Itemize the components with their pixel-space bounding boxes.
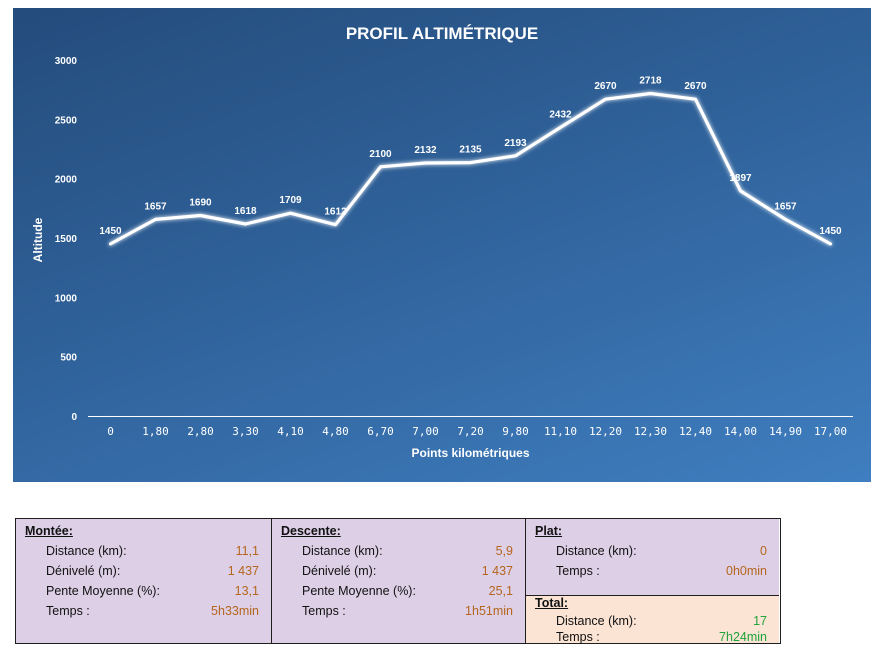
descente-denivele-label: Dénivelé (m): [302, 564, 377, 578]
x-tick-label: 7,20 [457, 425, 484, 438]
total-distance-value: 17 [753, 614, 767, 628]
y-tick-label: 1000 [55, 293, 78, 304]
descente-pente-value: 25,1 [488, 584, 513, 598]
x-tick-label: 14,90 [769, 425, 802, 438]
descente-denivele-value: 1 437 [481, 564, 513, 578]
total-title: Total: [535, 596, 569, 610]
data-label: 1897 [729, 173, 752, 184]
plat-distance-value: 0 [760, 544, 767, 558]
plat-temps-label: Temps : [556, 564, 600, 578]
x-tick-label: 7,00 [412, 425, 439, 438]
data-label: 1612 [324, 207, 347, 218]
montee-distance-label: Distance (km): [46, 544, 127, 558]
total-distance-label: Distance (km): [556, 614, 637, 628]
descente-temps-value: 1h51min [465, 604, 513, 618]
data-label: 1657 [144, 201, 167, 212]
montee-pente-label: Pente Moyenne (%): [46, 584, 160, 598]
x-tick-label: 4,80 [322, 425, 349, 438]
y-axis-title: Altitude [31, 217, 45, 262]
data-label: 1709 [279, 195, 302, 206]
descente-title: Descente: [281, 524, 341, 538]
descente-denivele-row: Dénivelé (m): 1 437 [272, 561, 525, 581]
chart-title: PROFIL ALTIMÉTRIQUE [346, 24, 538, 43]
descente-distance-row: Distance (km): 5,9 [272, 541, 525, 561]
stats-table: Montée: Distance (km): 11,1 Dénivelé (m)… [15, 518, 781, 644]
montee-panel: Montée: Distance (km): 11,1 Dénivelé (m)… [16, 519, 272, 643]
descente-panel: Descente: Distance (km): 5,9 Dénivelé (m… [272, 519, 526, 643]
y-tick-label: 2000 [55, 175, 78, 186]
y-tick-label: 0 [71, 412, 77, 423]
descente-distance-value: 5,9 [495, 544, 513, 558]
plat-panel: Plat: Distance (km): 0 Temps : 0h0min To… [526, 519, 779, 644]
descente-pente-row: Pente Moyenne (%): 25,1 [272, 581, 525, 601]
montee-denivele-value: 1 437 [227, 564, 259, 578]
x-tick-label: 2,80 [187, 425, 214, 438]
data-label: 2100 [369, 149, 392, 160]
x-tick-label: 17,00 [814, 425, 847, 438]
x-tick-label: 4,10 [277, 425, 304, 438]
montee-temps-row: Temps : 5h33min [16, 601, 271, 621]
data-label: 2670 [684, 81, 707, 92]
plat-distance-row: Distance (km): 0 [526, 541, 779, 561]
x-tick-label: 12,20 [589, 425, 622, 438]
total-distance-row: Distance (km): 17 [526, 611, 779, 631]
data-label: 2132 [414, 145, 437, 156]
x-tick-label: 12,40 [679, 425, 712, 438]
montee-temps-label: Temps : [46, 604, 90, 618]
data-label: 2432 [549, 109, 572, 120]
descente-temps-row: Temps : 1h51min [272, 601, 525, 621]
y-tick-label: 500 [60, 353, 77, 364]
data-label: 2670 [594, 81, 617, 92]
x-axis-title: Points kilométriques [411, 446, 529, 460]
montee-pente-row: Pente Moyenne (%): 13,1 [16, 581, 271, 601]
data-label: 1450 [99, 226, 122, 237]
data-label: 2718 [639, 75, 662, 86]
plat-distance-label: Distance (km): [556, 544, 637, 558]
elevation-chart: PROFIL ALTIMÉTRIQUE 0 500 1000 1500 2000 2500 3… [31, 24, 853, 460]
x-tick-label: 1,80 [142, 425, 169, 438]
x-tick-label: 14,00 [724, 425, 757, 438]
montee-denivele-row: Dénivelé (m): 1 437 [16, 561, 271, 581]
x-tick-label: 0 [107, 425, 114, 438]
x-tick-label: 12,30 [634, 425, 667, 438]
data-label: 1450 [819, 226, 842, 237]
y-tick-label: 2500 [55, 115, 78, 126]
montee-temps-value: 5h33min [211, 604, 259, 618]
montee-denivele-label: Dénivelé (m): [46, 564, 121, 578]
x-tick-label: 6,70 [367, 425, 394, 438]
plat-temps-value: 0h0min [726, 564, 767, 578]
data-label: 2135 [459, 145, 482, 156]
montee-pente-value: 13,1 [234, 584, 259, 598]
descente-distance-label: Distance (km): [302, 544, 383, 558]
plat-title: Plat: [535, 524, 563, 538]
plat-temps-row: Temps : 0h0min [526, 561, 779, 581]
data-label: 2193 [504, 138, 527, 149]
total-temps-value: 7h24min [719, 630, 767, 644]
data-label: 1618 [234, 206, 257, 217]
total-temps-label: Temps : [556, 630, 600, 644]
montee-distance-row: Distance (km): 11,1 [16, 541, 271, 561]
x-tick-label: 3,30 [232, 425, 259, 438]
chart-panel: PROFIL ALTIMÉTRIQUE 0 500 1000 1500 2000 2500 3… [13, 8, 871, 482]
total-panel: Total: Distance (km): 17 Temps : 7h24min [526, 595, 779, 644]
data-label: 1690 [189, 197, 212, 208]
y-tick-label: 1500 [55, 234, 78, 245]
elevation-series-line [108, 91, 833, 246]
descente-temps-label: Temps : [302, 604, 346, 618]
montee-title: Montée: [25, 524, 73, 538]
y-tick-label: 3000 [55, 56, 78, 67]
x-tick-label: 9,80 [502, 425, 529, 438]
x-tick-label: 11,10 [544, 425, 577, 438]
data-label: 1657 [774, 201, 797, 212]
montee-distance-value: 11,1 [235, 544, 259, 558]
descente-pente-label: Pente Moyenne (%): [302, 584, 416, 598]
total-temps-row: Temps : 7h24min [526, 627, 779, 647]
